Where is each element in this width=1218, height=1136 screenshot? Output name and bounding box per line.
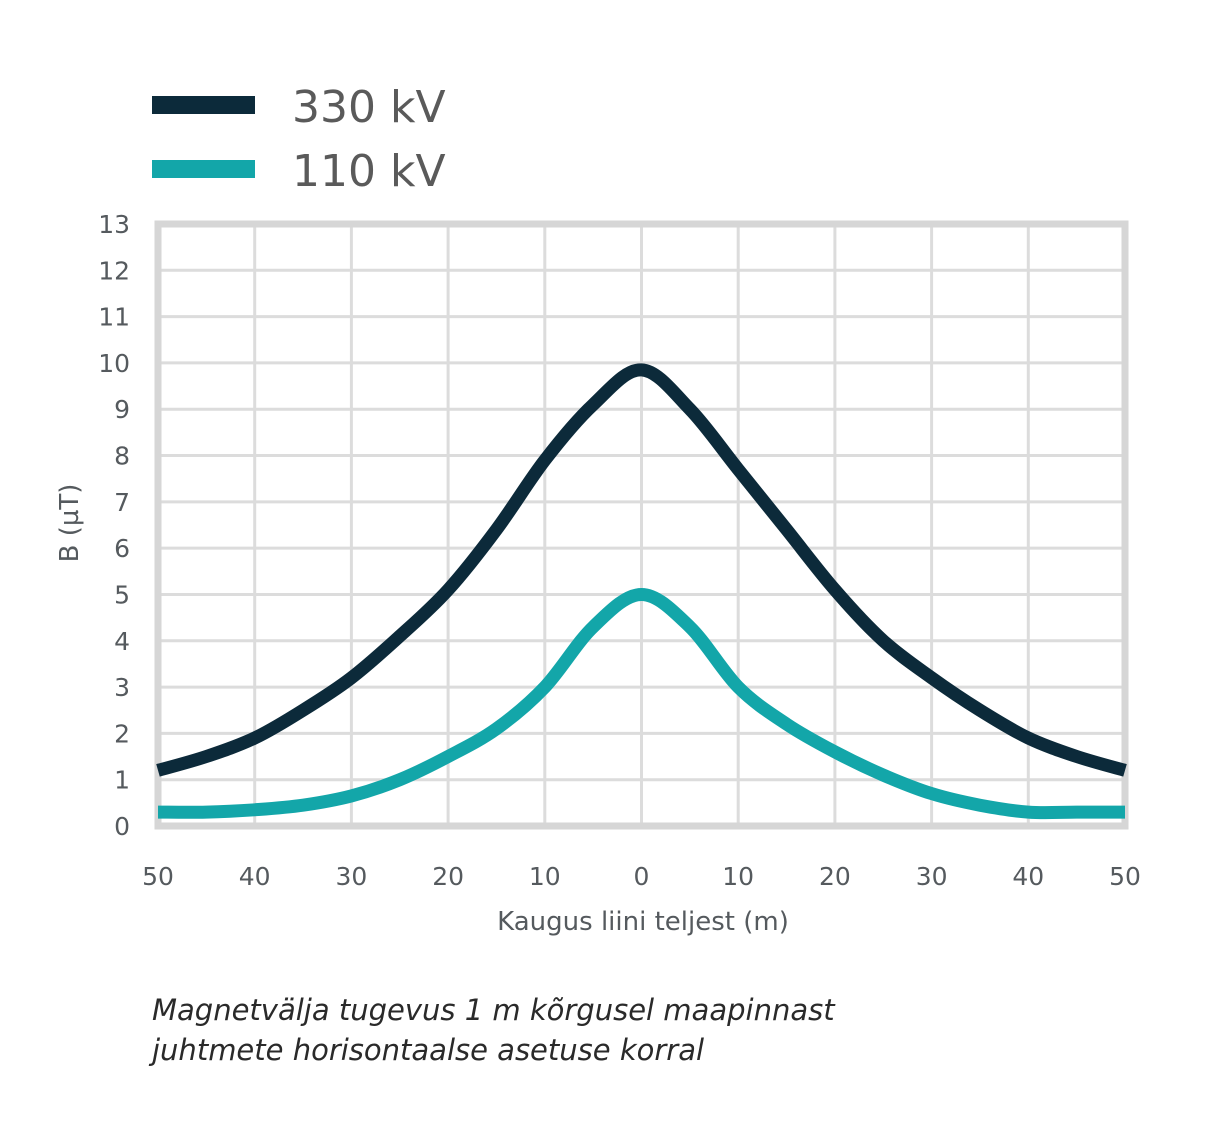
x-tick-label: 20 — [432, 862, 464, 891]
caption-line-2: juhtmete horisontaalse asetuse korral — [152, 1033, 705, 1067]
y-tick-label: 13 — [98, 210, 130, 239]
x-axis-ticks: 50 40 30 20 10 0 10 20 30 40 50 — [142, 862, 1141, 891]
x-tick-label: 30 — [916, 862, 948, 891]
y-tick-label: 7 — [114, 488, 130, 517]
x-tick-label: 0 — [634, 862, 650, 891]
y-tick-label: 3 — [114, 673, 130, 702]
x-tick-label: 50 — [1109, 862, 1141, 891]
y-tick-label: 11 — [98, 303, 130, 332]
y-axis-label: B (µT) — [55, 484, 85, 563]
y-tick-label: 4 — [114, 627, 130, 656]
series-line-110kv — [157, 588, 1126, 820]
legend-swatch-330kv — [152, 96, 255, 114]
caption-line-1: Magnetvälja tugevus 1 m kõrgusel maapinn… — [152, 993, 835, 1027]
series-line-330kv — [156, 363, 1127, 777]
y-tick-label: 10 — [98, 349, 130, 378]
series-layer — [156, 363, 1127, 820]
x-tick-label: 50 — [142, 862, 174, 891]
y-tick-label: 8 — [114, 442, 130, 471]
y-tick-label: 6 — [114, 534, 130, 563]
y-tick-label: 5 — [114, 580, 130, 609]
x-tick-label: 30 — [335, 862, 367, 891]
x-axis-label: Kaugus liini teljest (m) — [497, 907, 789, 937]
x-tick-label: 40 — [239, 862, 271, 891]
y-tick-label: 2 — [114, 719, 130, 748]
x-tick-label: 10 — [722, 862, 754, 891]
x-tick-label: 20 — [819, 862, 851, 891]
y-tick-label: 12 — [98, 256, 130, 285]
y-tick-label: 9 — [114, 395, 130, 424]
x-tick-label: 10 — [529, 862, 561, 891]
legend-swatch-110kv — [152, 160, 255, 178]
legend-label-330kv: 330 kV — [292, 82, 446, 133]
y-tick-label: 1 — [114, 766, 130, 795]
plot-frame — [154, 220, 1129, 830]
legend: 330 kV 110 kV — [152, 82, 446, 197]
legend-label-110kv: 110 kV — [292, 146, 446, 197]
chart-caption: Magnetvälja tugevus 1 m kõrgusel maapinn… — [152, 990, 1052, 1070]
grid — [154, 220, 1129, 830]
x-tick-label: 40 — [1012, 862, 1044, 891]
y-tick-label: 0 — [114, 812, 130, 841]
